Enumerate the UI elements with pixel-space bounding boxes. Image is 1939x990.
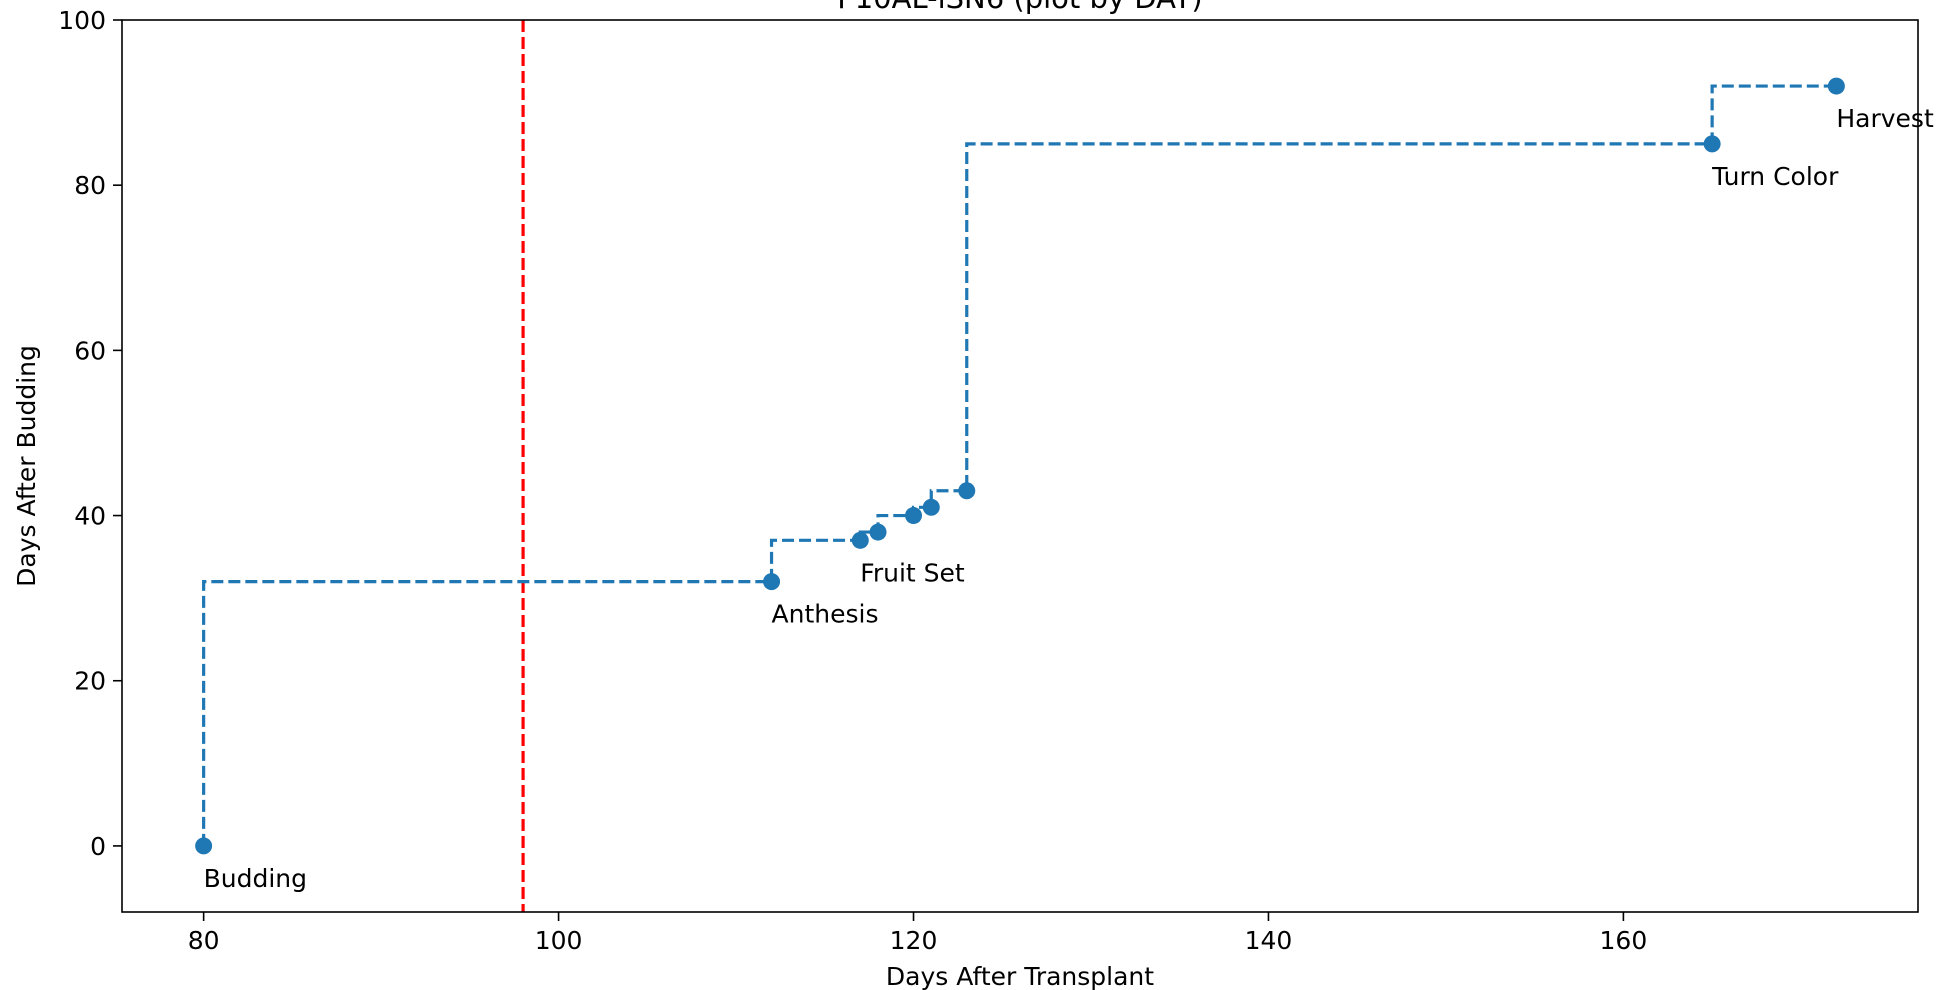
chart-title: P10AL-iSN6 (plot by DAT) <box>837 0 1203 15</box>
stage-annotation: Turn Color <box>1711 162 1839 191</box>
y-axis-ticks: 0 20 40 60 80 100 <box>58 6 122 861</box>
stage-annotation: Fruit Set <box>860 558 965 587</box>
stage-annotation: Anthesis <box>772 600 879 629</box>
data-point <box>958 482 976 500</box>
stage-annotation: Budding <box>204 864 307 893</box>
stage-annotation: Harvest <box>1836 104 1934 133</box>
data-point <box>851 531 869 549</box>
y-tick-label: 100 <box>58 6 106 35</box>
x-tick-label: 120 <box>890 926 938 955</box>
axes-frame <box>121 19 1919 913</box>
x-tick-label: 100 <box>535 926 583 955</box>
x-tick-label: 140 <box>1245 926 1293 955</box>
y-tick-label: 0 <box>90 832 106 861</box>
data-point <box>1703 135 1721 153</box>
series-step-line <box>202 84 1837 846</box>
x-axis-label: Days After Transplant <box>886 962 1154 990</box>
x-axis-ticks: 80 100 120 140 160 <box>188 912 1648 955</box>
data-point <box>869 523 887 541</box>
y-tick-label: 60 <box>74 336 106 365</box>
plot-area: Budding Anthesis Fruit Set Turn Color Harves… <box>195 20 1934 912</box>
y-tick-label: 80 <box>74 171 106 200</box>
y-axis-label: Days After Budding <box>12 345 41 587</box>
x-tick-label: 80 <box>188 926 220 955</box>
y-tick-label: 40 <box>74 502 106 531</box>
data-point <box>763 573 781 591</box>
x-tick-label: 160 <box>1600 926 1648 955</box>
data-point <box>1827 77 1845 95</box>
data-point <box>195 837 213 855</box>
y-tick-label: 20 <box>74 667 106 696</box>
data-point <box>905 507 923 525</box>
data-point <box>922 498 940 516</box>
